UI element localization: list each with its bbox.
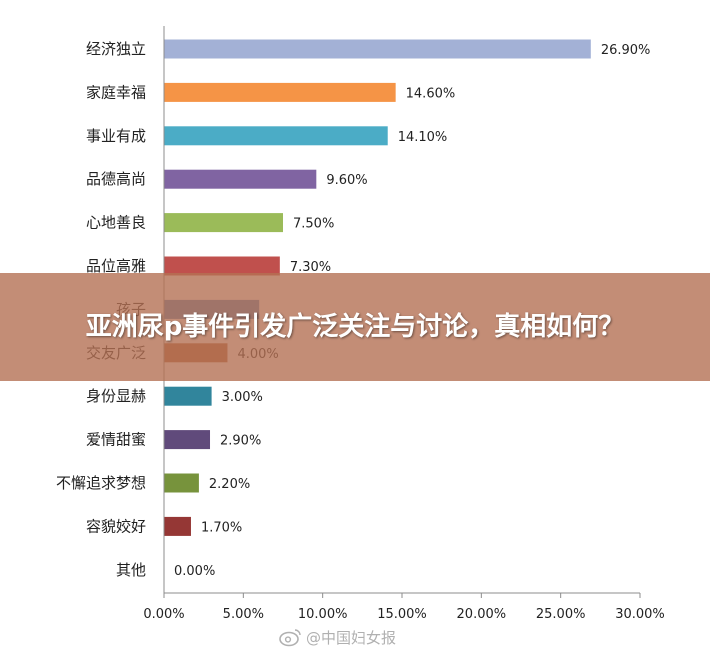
- value-label-12: 0.00%: [174, 564, 215, 579]
- value-label-11: 1.70%: [201, 520, 242, 535]
- watermark-text: @中国妇女报: [306, 628, 397, 647]
- x-tick-label-3: 15.00%: [377, 607, 427, 622]
- category-label-3: 品德高尚: [86, 170, 146, 188]
- category-label-8: 身份显赫: [86, 387, 146, 405]
- x-tick-label-0: 0.00%: [143, 607, 184, 622]
- headline-banner: 亚洲尿p事件引发广泛关注与讨论，真相如何？: [0, 273, 710, 381]
- bar-9: [164, 430, 211, 450]
- x-tick-label-2: 10.00%: [298, 607, 348, 622]
- bar-1: [164, 82, 396, 102]
- x-axis-ticks: 0.00% 5.00% 10.00% 15.00% 20.00% 25.00% 30.00%: [143, 593, 665, 622]
- watermark: @中国妇女报: [278, 624, 396, 650]
- weibo-icon: [279, 629, 301, 647]
- category-label-11: 容貌姣好: [86, 517, 146, 535]
- bar-11: [164, 516, 191, 536]
- bar-0: [164, 39, 591, 59]
- value-labels: 26.90%14.60%14.10%9.60%7.50%7.30%4.00%3.…: [174, 43, 650, 579]
- category-label-10: 不懈追求梦想: [56, 474, 146, 492]
- category-label-0: 经济独立: [86, 40, 146, 58]
- value-label-8: 3.00%: [222, 390, 263, 405]
- value-label-2: 14.10%: [398, 130, 448, 145]
- bar-8: [164, 386, 212, 406]
- category-label-12: 其他: [116, 561, 146, 579]
- value-label-10: 2.20%: [209, 477, 250, 492]
- value-label-1: 14.60%: [406, 86, 456, 101]
- value-label-0: 26.90%: [601, 43, 651, 58]
- x-tick-label-1: 5.00%: [223, 607, 264, 622]
- category-label-1: 家庭幸福: [86, 83, 146, 101]
- bar-10: [164, 473, 199, 493]
- value-label-5: 7.30%: [290, 260, 331, 275]
- category-label-9: 爱情甜蜜: [86, 431, 146, 449]
- bar-5: [164, 256, 280, 276]
- x-tick-label-4: 20.00%: [457, 607, 507, 622]
- category-label-2: 事业有成: [86, 127, 146, 145]
- bar-4: [164, 213, 283, 233]
- value-label-9: 2.90%: [220, 434, 261, 449]
- bar-2: [164, 126, 388, 146]
- category-label-4: 心地善良: [86, 214, 146, 232]
- category-label-5: 品位高雅: [86, 257, 146, 275]
- value-label-4: 7.50%: [293, 217, 334, 232]
- value-label-3: 9.60%: [326, 173, 367, 188]
- x-tick-label-5: 25.00%: [536, 607, 586, 622]
- bar-3: [164, 169, 317, 189]
- x-tick-label-6: 30.00%: [615, 607, 665, 622]
- headline-text: 亚洲尿p事件引发广泛关注与讨论，真相如何？: [85, 312, 625, 342]
